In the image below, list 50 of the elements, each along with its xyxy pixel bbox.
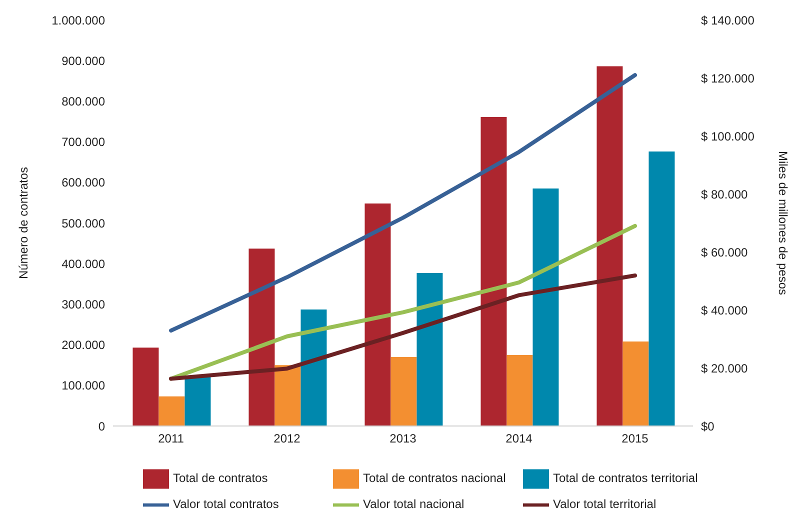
y-axis-title: Número de contratos xyxy=(16,166,30,280)
y-tick-label: 500.000 xyxy=(62,216,106,230)
bar xyxy=(274,365,301,426)
y-tick-label: 700.000 xyxy=(62,135,106,150)
x-tick-label: 2014 xyxy=(506,432,533,446)
legend-label: Valor total contratos xyxy=(173,496,280,514)
y-tick-label: 600.000 xyxy=(62,176,106,190)
y2-tick-label: $ 140.000 xyxy=(701,13,755,28)
line-series xyxy=(169,273,637,381)
y2-tick-label: $ 20.000 xyxy=(701,361,748,376)
y-tick-label: 200.000 xyxy=(62,338,106,352)
y2-axis-title: Miles de millones de pesos xyxy=(776,150,790,296)
bar xyxy=(364,204,391,426)
legend-label: Total de contratos territorial xyxy=(553,470,699,488)
line-series xyxy=(169,224,637,381)
bar xyxy=(506,354,533,426)
y2-tick-label: $ 40.000 xyxy=(701,303,748,318)
bar xyxy=(158,396,185,426)
bar xyxy=(532,188,559,426)
bar xyxy=(648,152,675,426)
x-tick-label: 2013 xyxy=(390,432,417,446)
y2-tick-label: $ 60.000 xyxy=(701,245,748,260)
x-tick-label: 2015 xyxy=(622,432,649,446)
x-tick-label: 2012 xyxy=(274,432,301,446)
bar xyxy=(300,309,327,426)
y-tick-label: 300.000 xyxy=(62,297,106,312)
y2-tick-label: $ 100.000 xyxy=(701,129,755,144)
y-tick-label: 1.000.000 xyxy=(52,13,106,28)
y-tick-label: 0 xyxy=(98,419,106,434)
bar xyxy=(622,342,649,426)
bar xyxy=(596,66,623,426)
y-tick-label: 800.000 xyxy=(62,94,106,108)
legend-label: Total de contratos nacional xyxy=(363,470,507,488)
y2-tick-label: $0 xyxy=(701,419,715,434)
legend-label: Valor total nacional xyxy=(363,496,466,514)
bar xyxy=(390,356,417,426)
legend-label: Valor total territorial xyxy=(553,496,658,514)
x-tick-label: 2011 xyxy=(158,432,184,446)
y2-tick-label: $ 80.000 xyxy=(701,187,748,202)
y-tick-label: 400.000 xyxy=(62,256,106,271)
legend-label: Total de contratos xyxy=(173,470,269,488)
bar xyxy=(416,272,443,426)
y2-tick-label: $ 120.000 xyxy=(701,71,755,86)
bar xyxy=(480,117,507,426)
y-tick-label: 900.000 xyxy=(62,54,106,68)
line-series xyxy=(169,73,637,333)
bar xyxy=(184,376,211,426)
bar xyxy=(132,348,159,426)
y-tick-label: 100.000 xyxy=(62,378,106,393)
bar xyxy=(248,248,275,426)
